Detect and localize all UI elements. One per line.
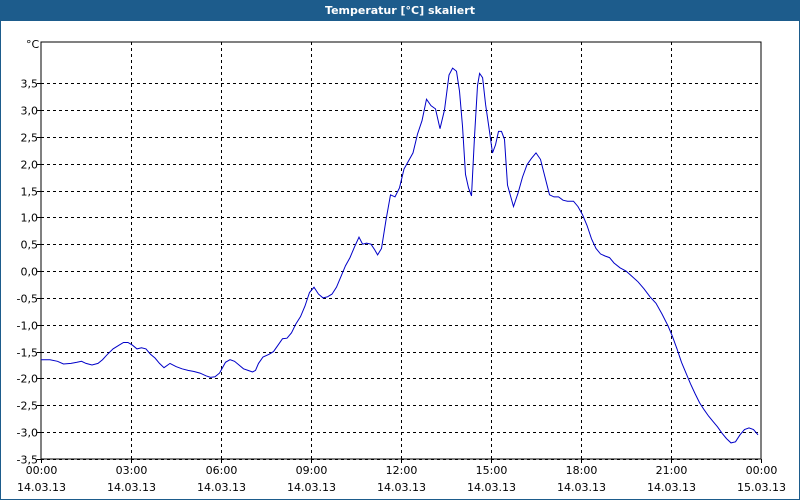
x-tick-label-time: 00:00 [746,464,778,477]
y-tick-label: -1,5 [17,347,38,360]
x-tick-label-date: 15.03.13 [737,481,786,494]
x-tick-label-time: 15:00 [476,464,508,477]
grid-lines [37,42,762,463]
temperature-series-line [41,67,759,444]
x-tick-label-date: 14.03.13 [287,481,336,494]
y-tick-label: 0,5 [21,239,39,252]
x-tick-label-time: 06:00 [206,464,238,477]
x-tick-label-time: 03:00 [116,464,148,477]
temperature-line-chart: 3,5 3,0 2,5 2,0 1,5 1,0 0,5 0,0 -0,5 -1,0 -1,5 -2,0… [17,38,786,494]
y-tick-label: 3,5 [21,78,39,91]
y-tick-label: 2,0 [21,159,39,172]
y-tick-label: -2,5 [17,400,38,413]
y-tick-label: -0,5 [17,293,38,306]
x-tick-label-time: 09:00 [296,464,328,477]
y-tick-label: 1,5 [21,186,39,199]
x-tick-label-date: 14.03.13 [557,481,606,494]
x-tick-label-time: 21:00 [656,464,688,477]
x-tick-label-date: 14.03.13 [107,481,156,494]
y-tick-label: -3,5 [17,454,38,467]
y-axis-tick-labels: 3,5 3,0 2,5 2,0 1,5 1,0 0,5 0,0 -0,5 -1,0 -1,5 -2,0… [17,78,38,467]
x-tick-label-date: 14.03.13 [647,481,696,494]
x-axis-tick-labels: 00:00 14.03.13 03:00 14.03.13 06:00 14.03.13 0… [17,464,786,494]
y-tick-label: -3,0 [17,427,38,440]
x-tick-label-date: 14.03.13 [197,481,246,494]
y-tick-label: -2,0 [17,373,38,386]
y-tick-label: 3,0 [21,105,39,118]
y-axis-unit-label: °C [26,38,40,51]
plot-frame [40,41,762,460]
y-tick-label: 2,5 [21,132,39,145]
x-tick-label-time: 00:00 [26,464,58,477]
y-tick-label: 0,0 [21,266,39,279]
x-tick-label-time: 12:00 [386,464,418,477]
x-tick-label-date: 14.03.13 [377,481,426,494]
y-tick-label: 1,0 [21,212,39,225]
x-tick-label-date: 14.03.13 [467,481,516,494]
x-tick-label-time: 18:00 [566,464,598,477]
y-tick-label: -1,0 [17,320,38,333]
window-title: Temperatur [°C] skaliert [1,1,799,21]
x-tick-label-date: 14.03.13 [17,481,66,494]
